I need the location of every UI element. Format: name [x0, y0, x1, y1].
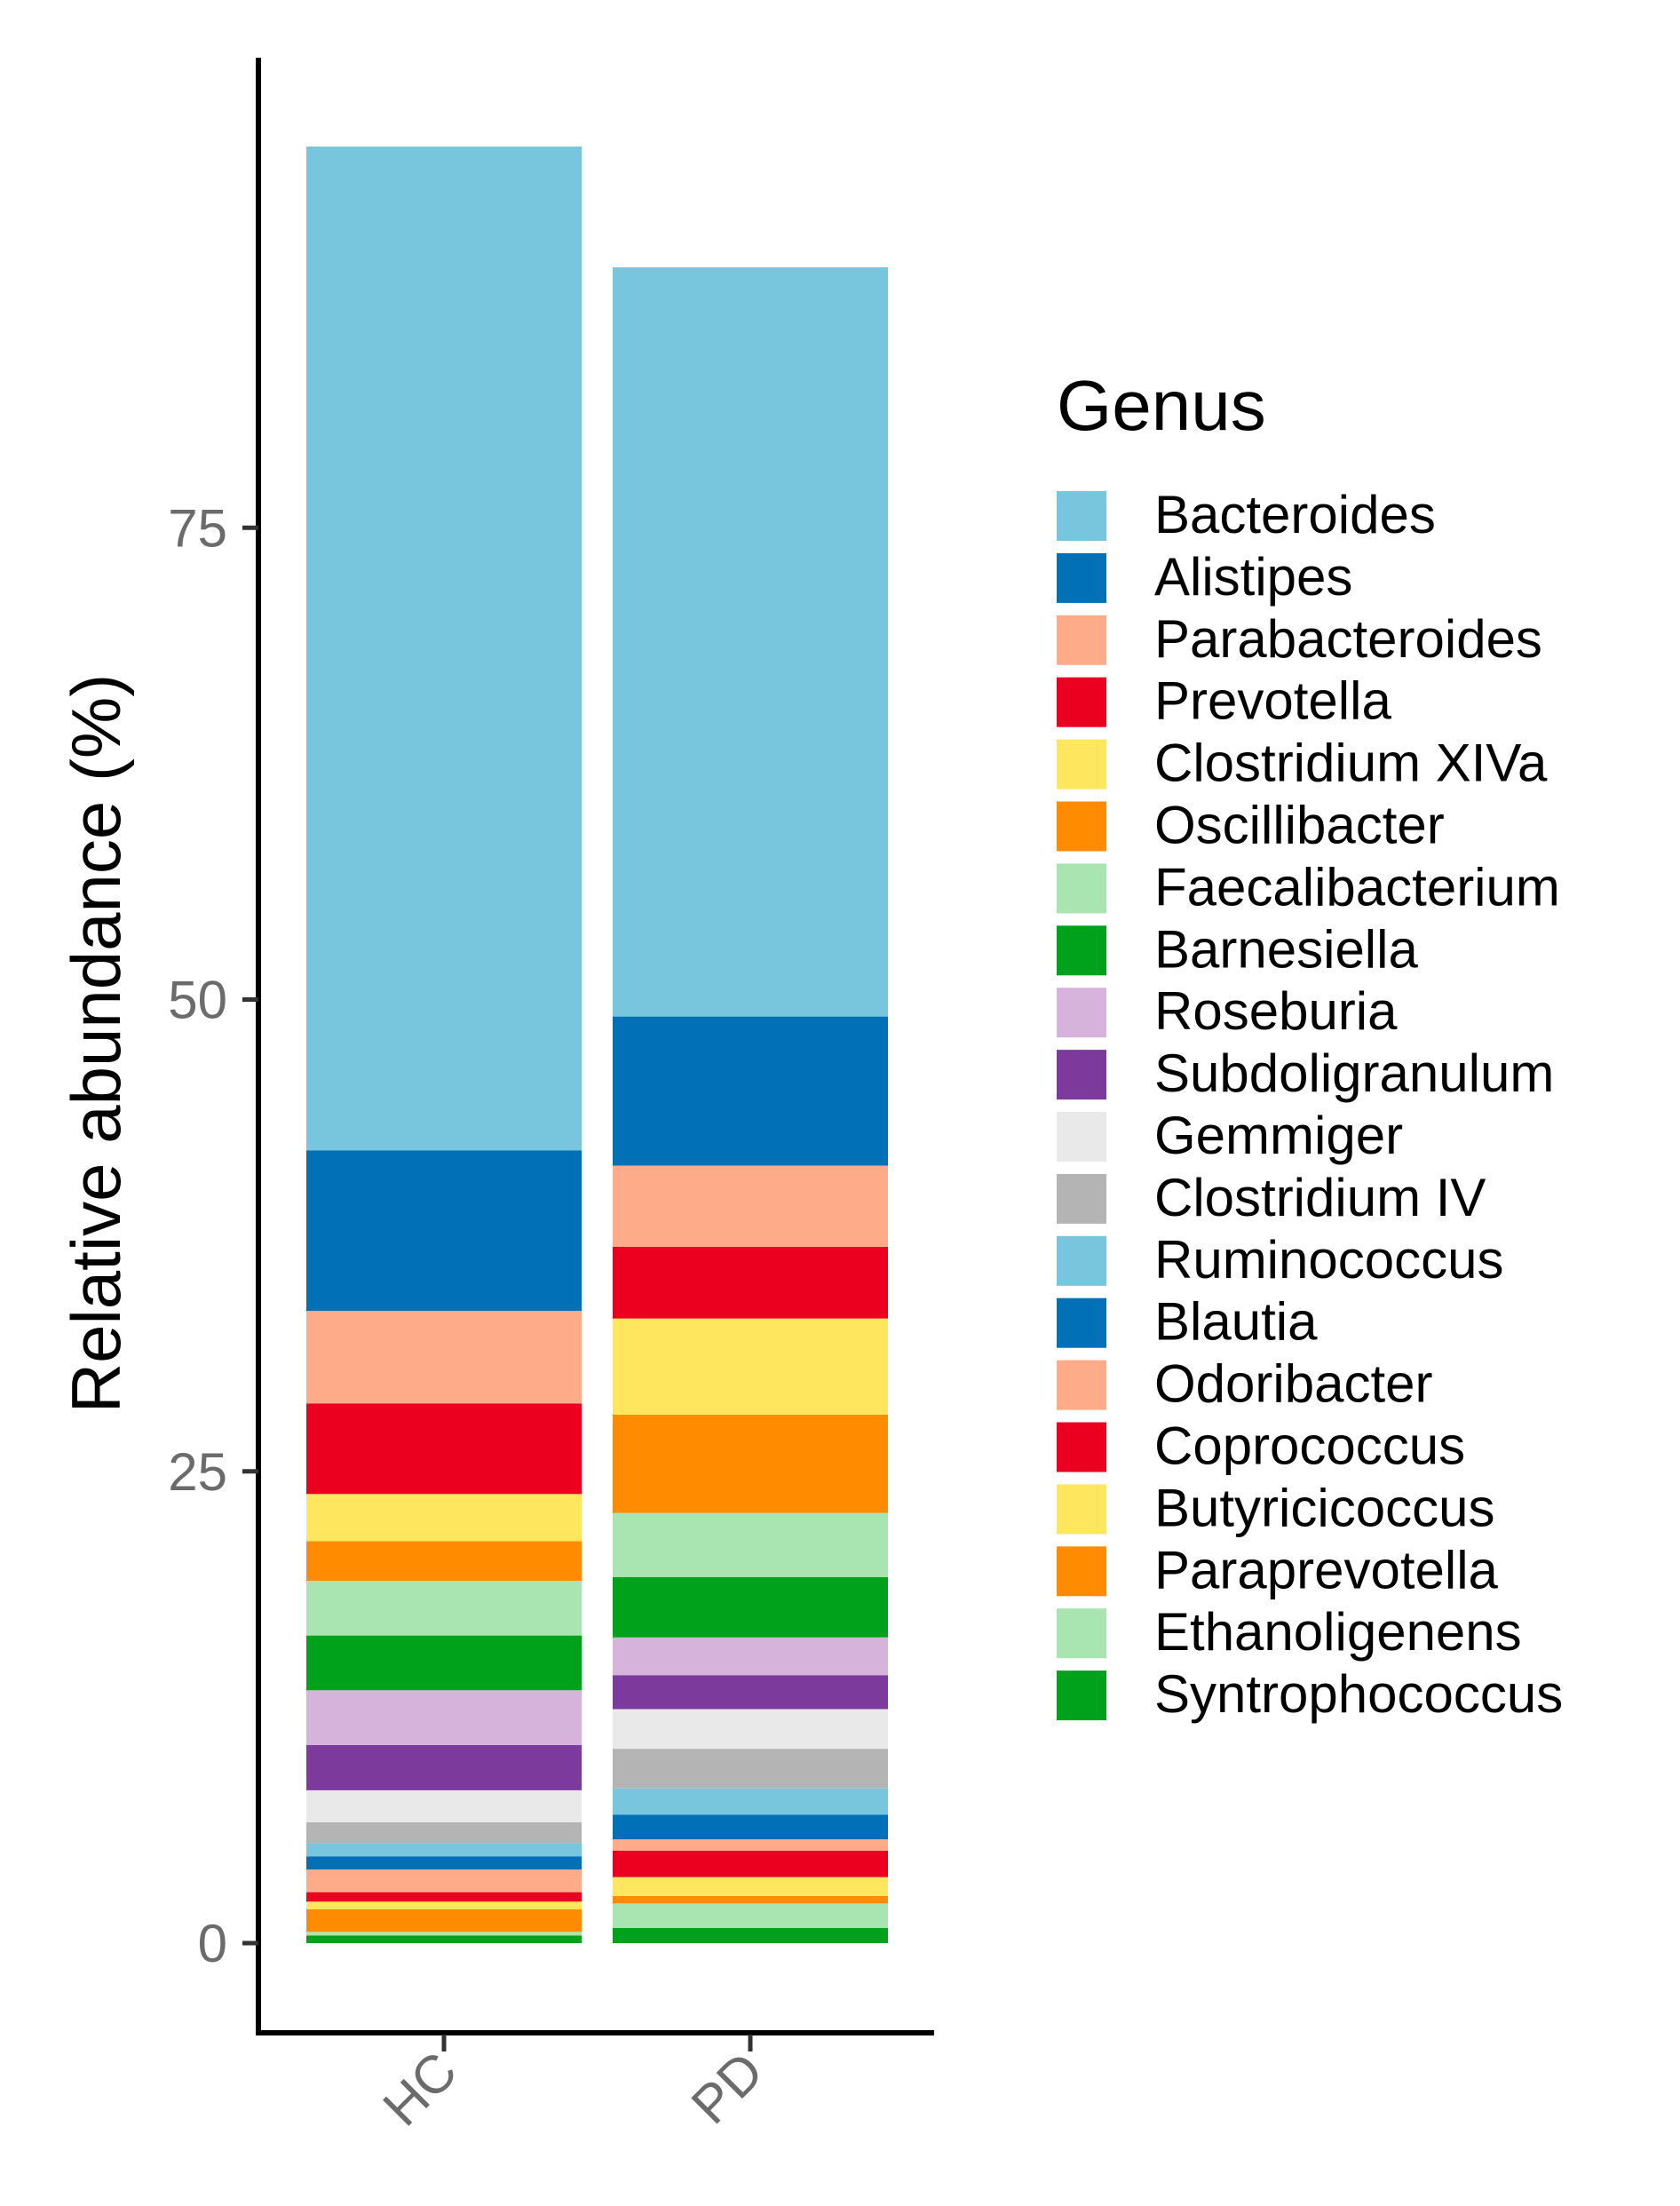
- bar-segment-hc-butyricicoccus: [306, 1901, 582, 1909]
- legend-key: [1057, 1360, 1106, 1410]
- bar-segment-pd-syntrophococcus: [613, 1928, 888, 1943]
- legend-key: [1057, 739, 1106, 790]
- bar-segment-pd-barnesiella: [613, 1576, 888, 1638]
- bar-segment-hc-roseburia: [306, 1690, 582, 1745]
- bar-segment-pd-gemmiger: [613, 1709, 888, 1750]
- legend-key: [1057, 1297, 1106, 1348]
- x-ticks: HC PD: [372, 2035, 774, 2138]
- x-tick-label: HC: [372, 2041, 469, 2138]
- legend-label: Blautia: [1154, 1292, 1318, 1352]
- legend-label: Clostridium XIVa: [1154, 734, 1548, 793]
- y-ticks: 0 25 50 75: [168, 498, 258, 1973]
- legend-label: Barnesiella: [1154, 919, 1418, 979]
- bar-segment-pd-prevotella: [613, 1246, 888, 1319]
- y-tick-label: 75: [168, 498, 227, 558]
- bar-segment-hc-clostridium-iv: [306, 1822, 582, 1844]
- bar-segment-pd-faecalibacterium: [613, 1512, 888, 1577]
- bar-segment-hc-faecalibacterium: [306, 1581, 582, 1636]
- bar-segment-pd-alistipes: [613, 1016, 888, 1166]
- bar-segment-hc-subdoligranulum: [306, 1744, 582, 1790]
- bar-segment-hc-ruminococcus: [306, 1843, 582, 1857]
- bar-segment-pd-odoribacter: [613, 1839, 888, 1851]
- legend-key: [1057, 1546, 1106, 1597]
- legend-label: Oscillibacter: [1154, 796, 1445, 855]
- bar-segment-hc-parabacteroides: [306, 1311, 582, 1404]
- legend-label: Prevotella: [1154, 671, 1391, 731]
- legend-label: Roseburia: [1154, 981, 1398, 1041]
- legend-label: Faecalibacterium: [1154, 857, 1560, 917]
- bar-segment-hc-odoribacter: [306, 1869, 582, 1893]
- bar-segment-pd-butyricicoccus: [613, 1877, 888, 1896]
- legend-label: Ruminococcus: [1154, 1230, 1504, 1289]
- bar-segment-hc-gemmiger: [306, 1789, 582, 1822]
- legend-key: [1057, 925, 1106, 976]
- legend-key: [1057, 615, 1106, 665]
- bar-segment-pd-ruminococcus: [613, 1788, 888, 1815]
- bar-segment-hc-alistipes: [306, 1150, 582, 1312]
- axes-layer: [256, 58, 934, 2035]
- legend-label: Ethanoligenens: [1154, 1602, 1522, 1662]
- bar-segment-pd-clostridium-iv: [613, 1749, 888, 1789]
- legend-label: Butyricicoccus: [1154, 1478, 1494, 1537]
- legend-key: [1057, 1173, 1106, 1224]
- y-tick-label: 25: [168, 1442, 227, 1502]
- bar-segment-hc-oscillibacter: [306, 1541, 582, 1581]
- legend-key: [1057, 801, 1106, 852]
- bar-segment-pd-roseburia: [613, 1637, 888, 1676]
- bar-segment-pd-blautia: [613, 1814, 888, 1840]
- legend-key: [1057, 552, 1106, 603]
- legend-key: [1057, 677, 1106, 727]
- y-tick-label: 0: [198, 1914, 227, 1973]
- legend-key: [1057, 988, 1106, 1038]
- bar-segment-hc-barnesiella: [306, 1635, 582, 1691]
- bar-segment-hc-clostridium-xiva: [306, 1494, 582, 1542]
- legend-title: Genus: [1057, 366, 1266, 445]
- legend-key: [1057, 1608, 1106, 1659]
- y-axis-title: Relative abundance (%): [57, 674, 135, 1413]
- bar-segment-hc-coprococcus: [306, 1892, 582, 1902]
- bar-segment-pd-bacteroides: [613, 267, 888, 1017]
- bar-segment-pd-coprococcus: [613, 1850, 888, 1877]
- bar-segment-pd-clostridium-xiva: [613, 1318, 888, 1415]
- bar-segment-hc-paraprevotella: [306, 1908, 582, 1932]
- x-tick-label: PD: [680, 2041, 774, 2135]
- bar-segment-pd-subdoligranulum: [613, 1675, 888, 1710]
- legend-label: Alistipes: [1154, 547, 1352, 607]
- legend-key: [1057, 491, 1106, 541]
- bar-segment-pd-ethanoligenens: [613, 1903, 888, 1928]
- legend-key: [1057, 1670, 1106, 1721]
- bar-segment-hc-ethanoligenens: [306, 1932, 582, 1936]
- bars-layer: [306, 147, 888, 1943]
- bar-segment-pd-paraprevotella: [613, 1895, 888, 1904]
- legend-key: [1057, 1235, 1106, 1286]
- legend: Genus BacteroidesAlistipesParabacteroide…: [1057, 366, 1563, 1724]
- legend-label: Bacteroides: [1154, 485, 1436, 544]
- y-tick-label: 50: [168, 971, 227, 1030]
- legend-key: [1057, 1484, 1106, 1535]
- legend-label: Syntrophococcus: [1154, 1664, 1563, 1724]
- legend-label: Parabacteroides: [1154, 609, 1542, 669]
- bar-segment-hc-prevotella: [306, 1403, 582, 1495]
- bar-segment-hc-syntrophococcus: [306, 1935, 582, 1943]
- legend-label: Subdoligranulum: [1154, 1043, 1554, 1103]
- legend-label: Paraprevotella: [1154, 1540, 1499, 1599]
- bar-segment-hc-bacteroides: [306, 147, 582, 1151]
- legend-label: Coprococcus: [1154, 1416, 1465, 1476]
- bar-segment-pd-parabacteroides: [613, 1165, 888, 1247]
- legend-label: Gemmiger: [1154, 1106, 1403, 1165]
- bar-segment-hc-blautia: [306, 1856, 582, 1870]
- legend-key: [1057, 1422, 1106, 1472]
- legend-label: Odoribacter: [1154, 1354, 1432, 1414]
- legend-key: [1057, 1112, 1106, 1162]
- bar-segment-pd-oscillibacter: [613, 1415, 888, 1513]
- legend-key: [1057, 1050, 1106, 1100]
- legend-key: [1057, 863, 1106, 914]
- legend-label: Clostridium IV: [1154, 1168, 1486, 1227]
